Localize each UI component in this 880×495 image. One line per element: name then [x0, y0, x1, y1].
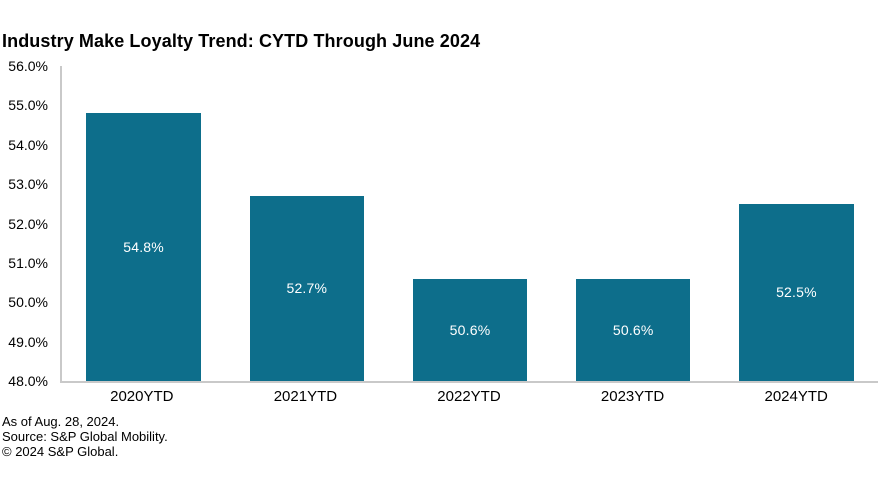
bar-slot: 52.7%: [225, 66, 388, 381]
footer-source: Source: S&P Global Mobility.: [2, 429, 168, 444]
y-tick-label: 55.0%: [8, 97, 48, 114]
y-tick-label: 50.0%: [8, 294, 48, 311]
bar: 52.5%: [739, 203, 854, 381]
bar: 52.7%: [249, 195, 364, 381]
footer-copyright: © 2024 S&P Global.: [2, 444, 119, 459]
bar-slot: 54.8%: [62, 66, 225, 381]
y-tick-label: 52.0%: [8, 215, 48, 232]
plot-area: 54.8% 52.7% 50.6% 50.6% 52.5%: [60, 66, 878, 383]
x-category-label: 2021YTD: [273, 388, 338, 405]
bar-slot: 50.6%: [552, 66, 715, 381]
y-tick-label: 53.0%: [8, 176, 48, 193]
bar-value-label: 50.6%: [612, 321, 654, 338]
x-axis: 2020YTD 2021YTD 2022YTD 2023YTD 2024YTD: [60, 388, 878, 405]
x-category-label: 2022YTD: [437, 388, 501, 405]
bar-value-label: 52.7%: [286, 280, 328, 297]
bar-value-label: 54.8%: [123, 239, 164, 256]
y-tick-label: 54.0%: [8, 136, 48, 153]
x-category-label: 2024YTD: [764, 388, 828, 405]
bar-value-label: 50.6%: [449, 321, 491, 338]
bar-slot: 50.6%: [388, 66, 551, 381]
chart-title: Industry Make Loyalty Trend: CYTD Throug…: [2, 31, 481, 51]
x-category-label: 2020YTD: [110, 388, 174, 405]
bar: 50.6%: [576, 278, 691, 381]
y-tick-label: 56.0%: [8, 58, 48, 74]
y-tick-label: 48.0%: [8, 373, 48, 389]
bar-slot: 52.5%: [715, 66, 878, 381]
bar-series: 54.8% 52.7% 50.6% 50.6% 52.5%: [62, 66, 878, 381]
y-tick-label: 49.0%: [8, 333, 48, 350]
x-category-label: 2023YTD: [600, 388, 665, 405]
bar-value-label: 52.5%: [776, 284, 817, 301]
chart-footer: As of Aug. 28, 2024. Source: S&P Global …: [2, 414, 168, 459]
y-tick-label: 51.0%: [8, 254, 48, 271]
bar: 50.6%: [412, 278, 528, 381]
footer-as-of: As of Aug. 28, 2024.: [2, 414, 120, 429]
bar: 54.8%: [86, 113, 201, 381]
